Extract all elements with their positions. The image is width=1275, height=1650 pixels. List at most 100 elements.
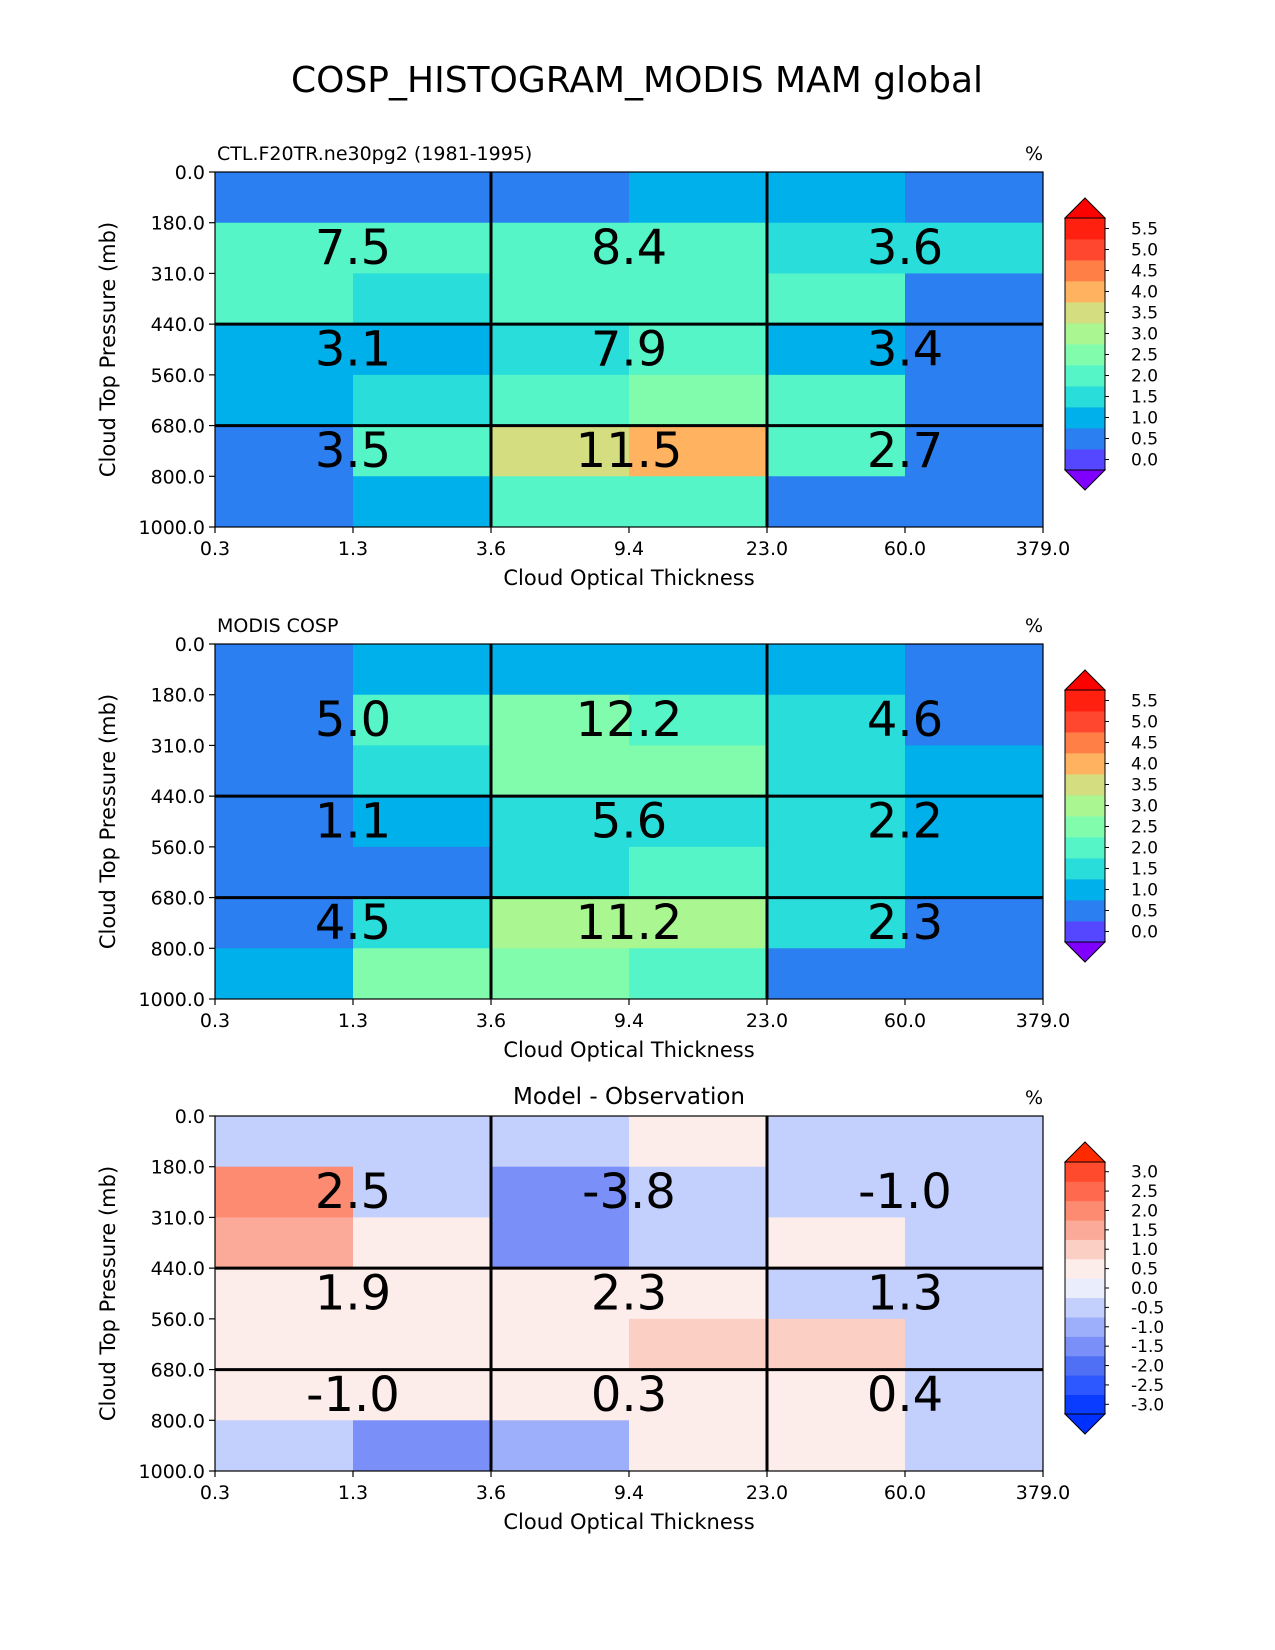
heatmap-cell — [215, 425, 354, 477]
heatmap-cell — [629, 324, 768, 376]
group-total-label: -3.8 — [582, 1164, 676, 1220]
y-tick-label: 1000.0 — [139, 1461, 205, 1483]
heatmap-cell — [491, 1217, 630, 1269]
y-tick-label: 310.0 — [151, 263, 205, 285]
y-tick-label: 800.0 — [151, 466, 205, 488]
y-tick-label: 440.0 — [151, 1258, 205, 1280]
heatmap-cell — [629, 948, 768, 1000]
colorbar-tick-label: 4.5 — [1131, 262, 1158, 282]
heatmap-cell — [767, 694, 906, 746]
colorbar-tick-label: 1.5 — [1131, 1221, 1158, 1241]
colorbar-tick-label: 1.5 — [1131, 388, 1158, 408]
heatmap-cell — [905, 897, 1044, 949]
colorbar-tick-label: 2.5 — [1131, 346, 1158, 366]
colorbar-tick-label: 1.0 — [1131, 409, 1158, 429]
y-tick-label: 440.0 — [151, 314, 205, 336]
heatmap-cell — [353, 1166, 492, 1218]
group-total-label: 1.3 — [867, 1266, 943, 1322]
heatmap-cell — [905, 796, 1044, 848]
colorbar-bin — [1065, 816, 1105, 838]
heatmap-cell — [629, 745, 768, 797]
y-tick-label: 180.0 — [151, 1157, 205, 1179]
group-total-label: 3.5 — [315, 423, 391, 479]
heatmap-cell — [353, 948, 492, 1000]
heatmap-cell — [353, 1420, 492, 1472]
heatmap-cell — [629, 897, 768, 949]
colorbar-tick-label: 4.0 — [1131, 755, 1158, 775]
heatmap-cell — [215, 1318, 354, 1371]
heatmap-cell — [215, 1268, 354, 1320]
heatmap-cell — [215, 948, 354, 1000]
colorbar-bin — [1065, 1297, 1105, 1318]
colorbar-bin — [1065, 690, 1105, 712]
colorbar-tick-label: 0.0 — [1131, 1279, 1158, 1299]
heatmap-cell — [491, 374, 630, 427]
heatmap-cell — [767, 476, 906, 528]
colorbar-tick-label: 0.5 — [1131, 1260, 1158, 1280]
heatmap-cell — [491, 745, 630, 797]
group-total-label: -1.0 — [306, 1367, 400, 1423]
x-tick-label: 1.3 — [338, 1482, 368, 1504]
colorbar-bin — [1065, 1355, 1105, 1376]
y-tick-label: 680.0 — [151, 1360, 205, 1382]
heatmap-cell — [767, 1420, 906, 1472]
x-tick-label: 23.0 — [746, 538, 788, 560]
y-axis-label: Cloud Top Pressure (mb) — [96, 222, 120, 477]
heatmap-cell — [491, 222, 630, 274]
x-tick-label: 0.3 — [200, 1482, 230, 1504]
panel-3: 2.5 -3.8 -1.0 1.9 2.3 1.3 -1.0 0.3 0.4 0.3 1.3 3.6 9… — [96, 1084, 1164, 1534]
colorbar-tick-label: 2.5 — [1131, 818, 1158, 838]
colorbar-tick-label: 5.5 — [1131, 692, 1158, 712]
group-total-label: -1.0 — [858, 1164, 952, 1220]
heatmap-cell — [629, 222, 768, 274]
colorbar-bin — [1065, 774, 1105, 796]
heatmap-cell — [629, 172, 768, 224]
colorbar-bin — [1065, 239, 1105, 261]
heatmap-cell — [905, 374, 1044, 427]
heatmap-cell — [905, 476, 1044, 528]
heatmap-cell — [629, 1420, 768, 1472]
group-total-label: 1.1 — [315, 794, 391, 850]
colorbar-tick-label: 4.0 — [1131, 283, 1158, 303]
group-total-label: 2.2 — [867, 794, 943, 850]
heatmap-cell — [767, 948, 906, 1000]
heatmap-cell — [353, 897, 492, 949]
colorbar-bin — [1065, 1220, 1105, 1240]
y-tick-label: 0.0 — [175, 1106, 205, 1128]
heatmap-cell — [491, 1420, 630, 1472]
heatmap-cell — [905, 324, 1044, 376]
heatmap-cell — [491, 324, 630, 376]
heatmap-cell — [629, 1268, 768, 1320]
colorbar-tick-label: 1.0 — [1131, 1240, 1158, 1260]
heatmap-cell — [353, 846, 492, 899]
heatmap-cell — [215, 273, 354, 325]
heatmap-cell — [905, 1217, 1044, 1269]
heatmap-cell — [905, 745, 1044, 797]
y-tick-label: 0.0 — [175, 162, 205, 184]
colorbar-bin — [1065, 732, 1105, 754]
heatmap-cell — [905, 1166, 1044, 1218]
colorbar-tick-label: 1.0 — [1131, 881, 1158, 901]
heatmap-cell — [491, 897, 630, 949]
heatmap-cell — [629, 1318, 768, 1371]
heatmap-cell — [767, 273, 906, 325]
colorbar-tick-label: 5.0 — [1131, 713, 1158, 733]
heatmap-cell — [767, 846, 906, 899]
heatmap-cell — [353, 1318, 492, 1371]
heatmap-cell — [215, 222, 354, 274]
colorbar-bin — [1065, 428, 1105, 450]
colorbar-tick-label: 2.0 — [1131, 839, 1158, 859]
heatmap-cell — [353, 644, 492, 696]
heatmap-cell — [353, 273, 492, 325]
heatmap-cell — [767, 897, 906, 949]
colorbar-tick-label: -2.0 — [1131, 1357, 1164, 1377]
colorbar-tick-label: -1.0 — [1131, 1318, 1164, 1338]
colorbar: 3.02.52.01.51.00.50.0-0.5-1.0-1.5-2.0-2.… — [1063, 1141, 1164, 1435]
colorbar-bin — [1065, 1375, 1105, 1396]
heatmap-cell — [905, 1369, 1044, 1421]
colorbar-bin — [1065, 753, 1105, 775]
heatmap-cell — [215, 745, 354, 797]
x-axis-label: Cloud Optical Thickness — [503, 566, 754, 590]
heatmap-cell — [767, 1268, 906, 1320]
